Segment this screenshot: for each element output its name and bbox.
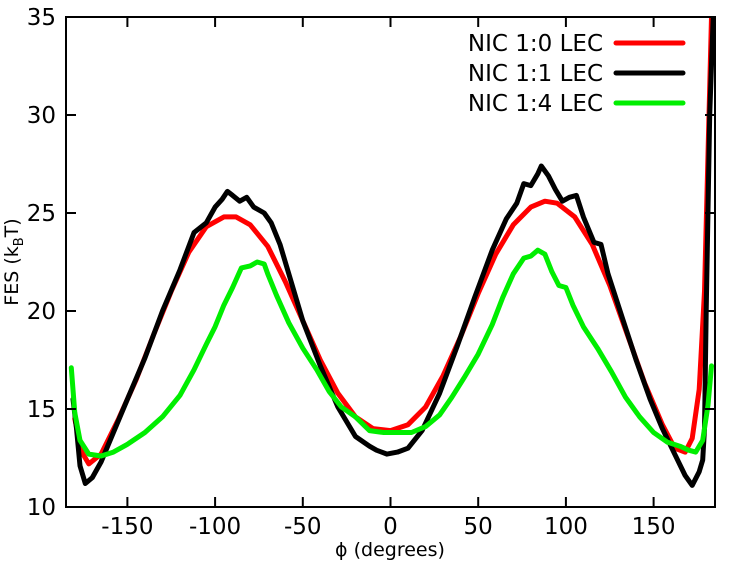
y-tick-label: 20 — [27, 299, 56, 325]
y-tick-label: 15 — [27, 397, 56, 423]
y-axis-label-end: T) — [1, 218, 23, 238]
x-tick-label: -150 — [101, 514, 153, 540]
x-tick-label: 150 — [632, 514, 676, 540]
series-line-nic-1-1-lec — [70, 17, 715, 488]
ticks-layer — [66, 16, 715, 508]
x-tick-label: -100 — [189, 514, 241, 540]
y-tick-label: 25 — [27, 201, 56, 227]
x-tick-label: -50 — [284, 514, 322, 540]
legend-label-nic-1-0: NIC 1:0 LEC — [468, 31, 603, 57]
y-tick-label: 30 — [27, 103, 56, 129]
series-layer — [68, 17, 715, 488]
y-tick-label: 10 — [27, 495, 56, 521]
x-tick-label: 50 — [464, 514, 493, 540]
y-axis-label-sub: B — [12, 237, 27, 246]
tick-labels-layer: -150 -100 -50 0 50 100 150 10 15 20 25 30 35 — [27, 5, 676, 540]
x-tick-label: 0 — [383, 514, 398, 540]
legend: NIC 1:0 LEC NIC 1:1 LEC NIC 1:4 LEC — [468, 31, 686, 117]
x-tick-label: 100 — [544, 514, 588, 540]
y-axis-label-main: FES (k — [1, 246, 23, 305]
y-axis-label: FES (kBT) — [1, 218, 27, 305]
series-line-nic-1-4-lec — [68, 247, 714, 459]
legend-label-nic-1-1: NIC 1:1 LEC — [468, 61, 603, 87]
legend-label-nic-1-4: NIC 1:4 LEC — [468, 91, 603, 117]
x-axis-label: ϕ (degrees) — [335, 539, 445, 561]
y-tick-label: 35 — [27, 5, 56, 31]
series-line-nic-1-0-lec — [72, 17, 714, 467]
